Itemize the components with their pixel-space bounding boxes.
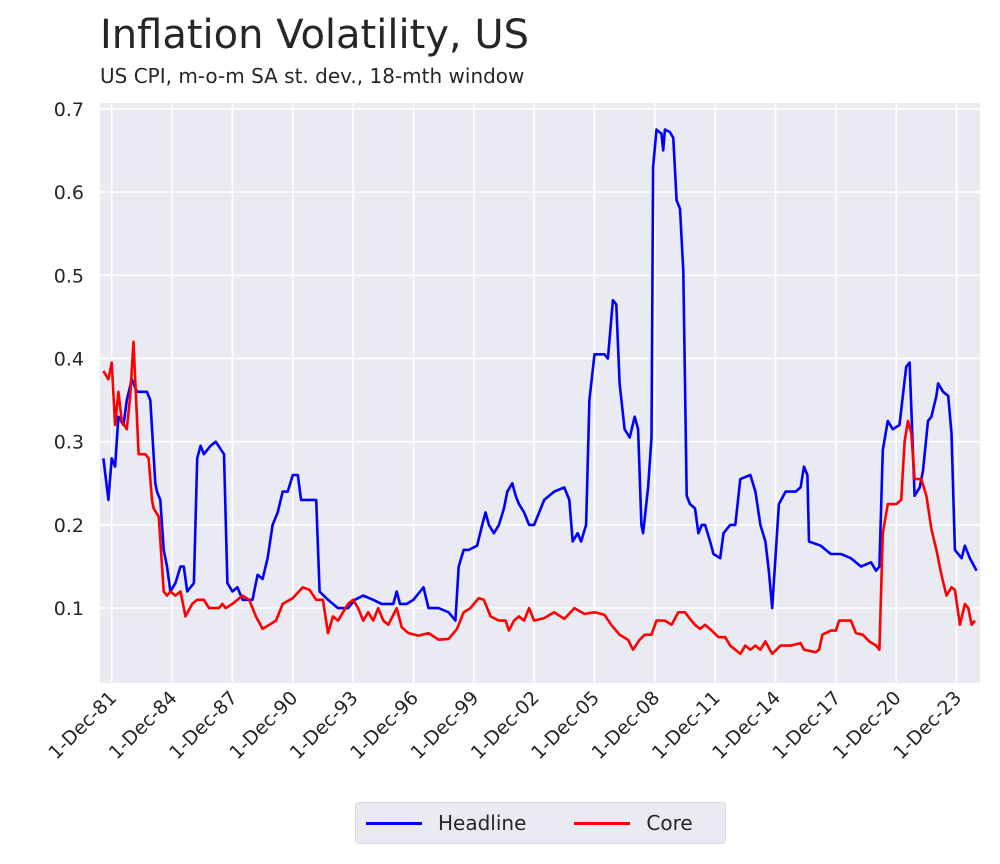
legend: Headline Core [355, 802, 726, 844]
legend-label-headline: Headline [438, 811, 527, 835]
legend-item-headline: Headline [366, 811, 526, 835]
y-tick-label: 0.2 [54, 515, 84, 537]
legend-label-core: Core [646, 811, 693, 835]
y-tick-label: 0.3 [54, 432, 84, 454]
legend-swatch-headline [366, 821, 422, 825]
y-tick-label: 0.1 [54, 598, 84, 620]
chart-subtitle: US CPI, m-o-m SA st. dev., 18-mth window [100, 64, 525, 88]
legend-item-core: Core [574, 811, 693, 835]
y-tick-label: 0.4 [54, 348, 84, 370]
chart-title: Inflation Volatility, US [100, 12, 530, 58]
legend-swatch-core [574, 821, 631, 825]
series-line-core [102, 340, 977, 656]
y-tick-label: 0.7 [54, 99, 84, 121]
y-tick-label: 0.6 [54, 182, 84, 204]
plot-background [100, 103, 980, 683]
series-line-headline [102, 128, 978, 622]
y-tick-label: 0.5 [54, 265, 84, 287]
